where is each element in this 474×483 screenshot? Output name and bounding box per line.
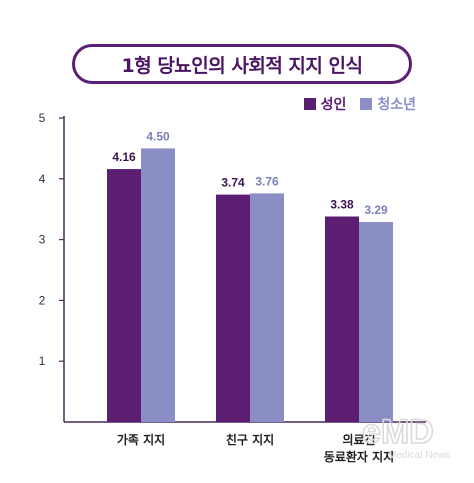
bar-adult-0 — [107, 169, 141, 422]
data-label-teen-0: 4.50 — [146, 129, 170, 143]
legend-label-adult: 성인 — [320, 97, 347, 113]
y-tick-label-3: 3 — [39, 233, 46, 247]
data-label-teen-2: 3.29 — [364, 203, 388, 217]
legend-swatch-teen — [360, 98, 373, 110]
bar-teen-0 — [141, 148, 175, 422]
legend-swatch-adult — [303, 98, 316, 110]
x-category-label-1-0: 친구 지지 — [226, 432, 274, 447]
y-tick-label-5: 5 — [39, 111, 46, 125]
chart-title: 1형 당뇨인의 사회적 지지 인식 — [121, 54, 363, 77]
data-label-adult-1: 3.74 — [221, 176, 245, 190]
x-category-label-2-1: 동료환자 지지 — [324, 449, 394, 464]
y-tick-label-4: 4 — [39, 172, 46, 186]
y-tick-label-1: 1 — [39, 354, 46, 368]
legend-item-adult: 성인 — [303, 94, 347, 114]
x-category-label-0-0: 가족 지지 — [117, 432, 165, 447]
bar-teen-1 — [250, 193, 284, 422]
data-label-teen-1: 3.76 — [255, 174, 279, 188]
bar-adult-1 — [216, 194, 250, 422]
legend-item-teen: 청소년 — [360, 94, 416, 114]
data-label-adult-0: 4.16 — [112, 150, 136, 164]
bar-teen-2 — [359, 221, 393, 422]
legend-label-teen: 청소년 — [377, 97, 416, 113]
y-tick-label-2: 2 — [39, 293, 46, 307]
data-label-adult-2: 3.38 — [330, 197, 354, 211]
x-category-label-2-0: 의료진 — [342, 432, 375, 447]
chart-title-pill: 1형 당뇨인의 사회적 지지 인식 — [72, 44, 412, 84]
bar-adult-2 — [325, 216, 359, 422]
chart-legend: 성인 청소년 — [303, 94, 416, 114]
